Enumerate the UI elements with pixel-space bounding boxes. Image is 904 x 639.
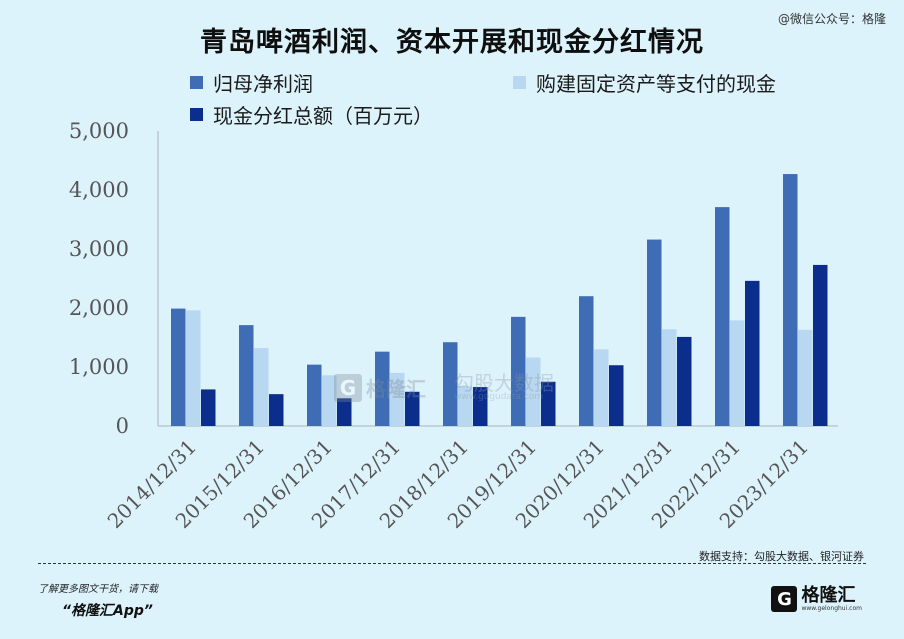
- bar-net-profit: [307, 364, 322, 426]
- bar-net-profit: [647, 239, 662, 426]
- bar-capex: [458, 386, 473, 426]
- legend-swatch-dividend: [190, 108, 203, 121]
- y-tick-label: 3,000: [69, 237, 129, 261]
- bar-net-profit: [239, 325, 254, 426]
- logo-text: 格隆汇: [801, 584, 856, 606]
- chart-title: 青岛啤酒利润、资本开展和现金分红情况: [200, 27, 704, 58]
- watermark-text: 勾股大数据: [454, 370, 554, 395]
- bar-dividend: [541, 381, 556, 426]
- bar-capex: [798, 329, 813, 426]
- bar-net-profit: [579, 296, 594, 426]
- bar-chart: 01,0002,0003,0004,0005,0002014/12/312015…: [69, 119, 838, 533]
- y-tick-label: 5,000: [69, 119, 129, 143]
- footer-app-name: “格隆汇App”: [62, 603, 153, 619]
- logo-icon: G: [771, 586, 798, 612]
- watermark-url: www.gogudata.com: [454, 391, 544, 402]
- bar-dividend: [269, 394, 284, 426]
- bar-capex: [322, 375, 337, 426]
- bar-capex: [254, 348, 269, 426]
- bar-net-profit: [715, 207, 730, 426]
- y-tick-label: 2,000: [69, 296, 129, 320]
- bar-dividend: [745, 280, 760, 426]
- legend-item-net-profit: 归母净利润: [190, 68, 313, 97]
- bar-capex: [186, 310, 201, 426]
- y-tick-label: 4,000: [69, 178, 129, 202]
- legend-label-dividend: 现金分红总额（百万元）: [213, 104, 433, 128]
- brand-logo: G 格隆汇 www.gelonghui.com: [771, 586, 862, 612]
- bar-capex: [526, 357, 541, 426]
- legend-item-dividend: 现金分红总额（百万元）: [190, 100, 433, 129]
- bar-capex: [662, 329, 677, 426]
- wechat-watermark: @微信公众号：格隆: [777, 12, 886, 26]
- bar-net-profit: [171, 308, 186, 426]
- legend-swatch-net-profit: [190, 76, 203, 89]
- bar-net-profit: [443, 342, 458, 426]
- bar-dividend: [813, 264, 828, 426]
- y-tick-label: 0: [116, 414, 129, 438]
- bar-dividend: [609, 365, 624, 426]
- data-source: 数据支持：勾股大数据、银河证券: [699, 550, 864, 563]
- watermark-logo-icon: G: [334, 373, 362, 402]
- bar-net-profit: [375, 351, 390, 426]
- bar-net-profit: [783, 174, 798, 426]
- bar-net-profit: [511, 316, 526, 426]
- bar-capex: [594, 349, 609, 426]
- bar-dividend: [677, 336, 692, 426]
- legend-swatch-capex: [513, 76, 526, 89]
- bar-dividend: [337, 398, 352, 426]
- bar-dividend: [201, 389, 216, 426]
- bar-capex: [390, 372, 405, 426]
- logo-url: www.gelonghui.com: [801, 604, 862, 612]
- legend-label-net-profit: 归母净利润: [213, 72, 313, 96]
- legend-item-capex: 购建固定资产等支付的现金: [513, 68, 776, 97]
- center-watermark: G 格隆汇 勾股大数据 www.gogudata.com: [334, 373, 554, 402]
- bar-capex: [730, 320, 745, 426]
- y-tick-label: 1,000: [69, 355, 129, 379]
- footer-download-text: 了解更多图文干货，请下载: [38, 584, 158, 595]
- bar-dividend: [473, 387, 488, 426]
- watermark-brand: 格隆汇: [366, 377, 426, 401]
- legend-label-capex: 购建固定资产等支付的现金: [536, 72, 776, 96]
- bar-dividend: [405, 391, 420, 426]
- divider: [38, 563, 866, 564]
